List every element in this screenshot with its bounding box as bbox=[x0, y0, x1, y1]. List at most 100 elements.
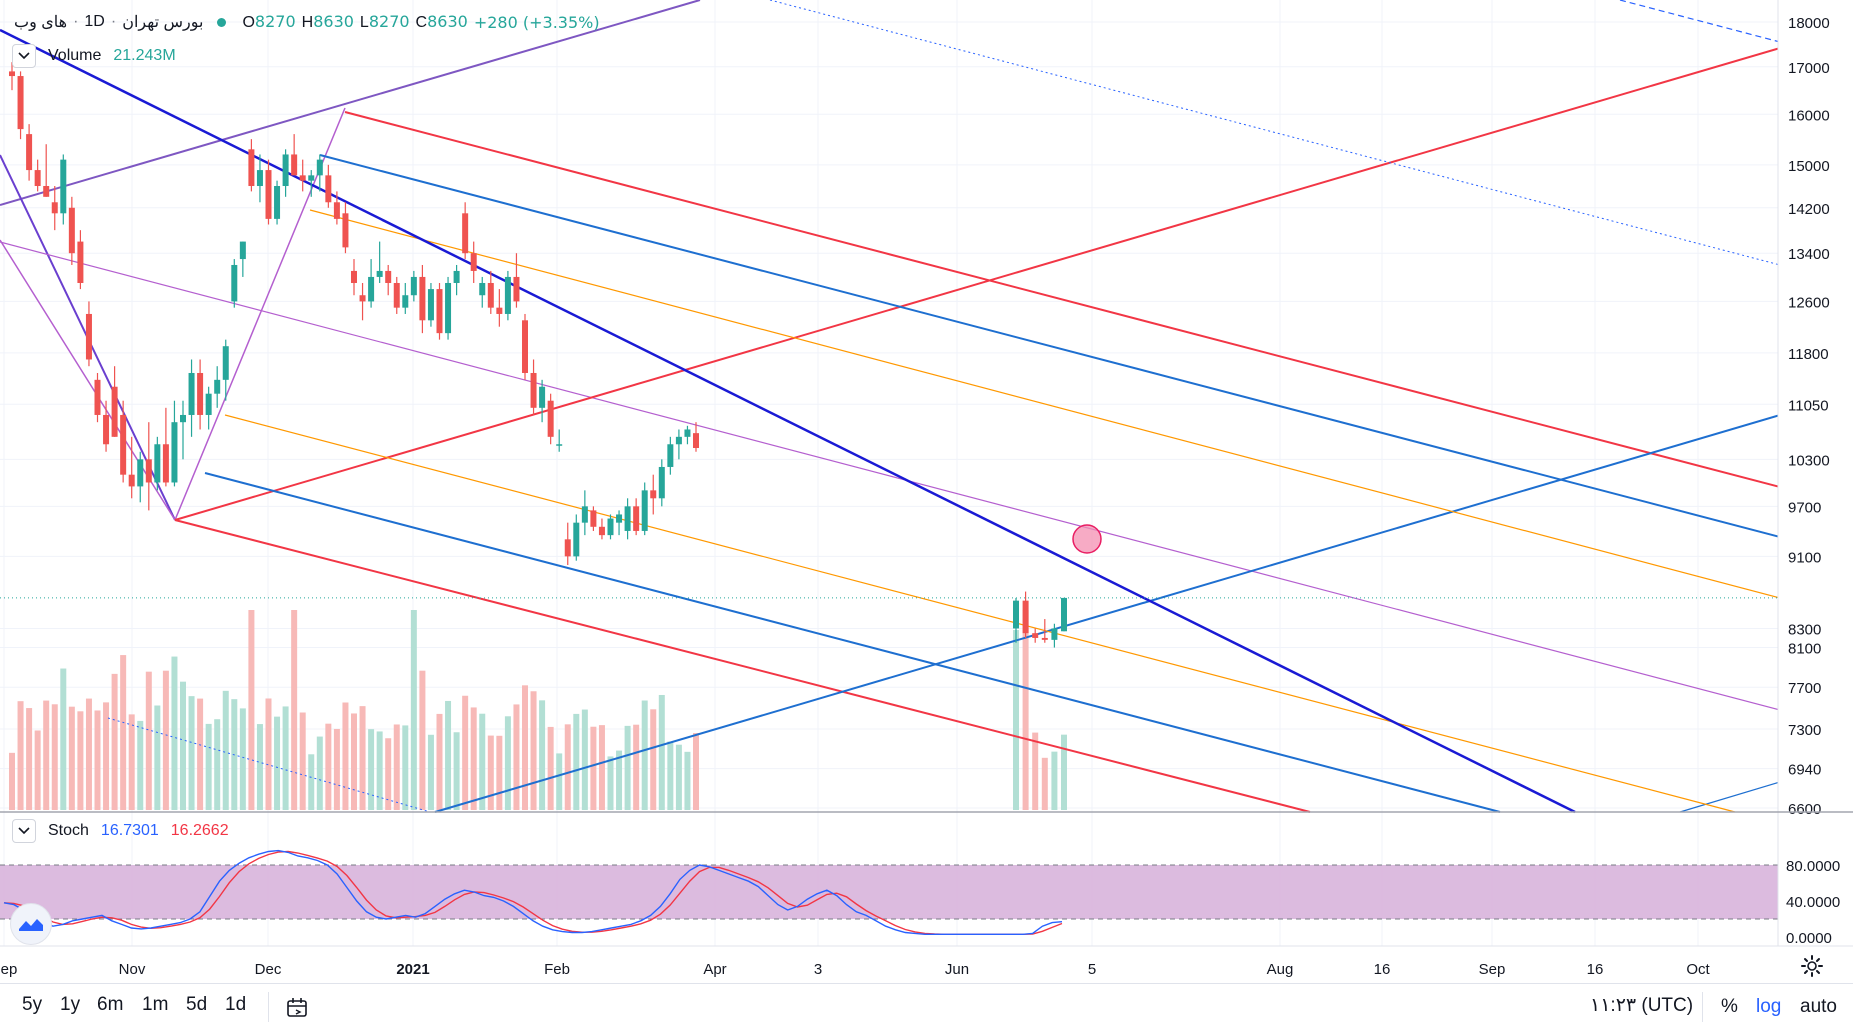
volume-bar bbox=[51, 704, 58, 810]
volume-bar bbox=[60, 668, 67, 810]
chevron-down-icon bbox=[18, 52, 30, 60]
candle-body bbox=[180, 414, 186, 423]
symbol-name[interactable]: های وب bbox=[14, 14, 68, 31]
stoch-label[interactable]: Stoch bbox=[48, 822, 89, 839]
chevron-down-icon bbox=[18, 827, 30, 835]
candle-body bbox=[17, 76, 24, 130]
range-6m-button[interactable]: 6m bbox=[97, 994, 124, 1015]
clock-label[interactable]: ۱۱:۲۳ (UTC) bbox=[1590, 995, 1694, 1016]
volume-bar bbox=[530, 691, 537, 810]
candle-body bbox=[239, 241, 246, 260]
price-tick-label: 8100 bbox=[1788, 641, 1821, 658]
chart-canvas[interactable]: 8630 18000 17000 16000 15000 14200 13400 12600… bbox=[0, 0, 1853, 983]
drawing-tools[interactable] bbox=[0, 0, 1781, 814]
range-1y-button[interactable]: 1y bbox=[60, 994, 81, 1015]
auto-scale-button[interactable]: auto bbox=[1800, 996, 1837, 1017]
candle-body bbox=[624, 506, 631, 531]
price-tick-label: 12600 bbox=[1788, 294, 1830, 311]
stoch-k-line bbox=[3, 849, 1063, 935]
time-tick-label: Dec bbox=[255, 961, 282, 978]
axes: 18000 17000 16000 15000 14200 13400 12600 11800… bbox=[0, 0, 1853, 978]
pitchfork-blue-median[interactable] bbox=[434, 414, 1781, 813]
candle-body bbox=[162, 444, 169, 483]
volume-bar bbox=[470, 707, 477, 810]
price-tick-label: 7700 bbox=[1788, 680, 1821, 697]
range-5d-button[interactable]: 5d bbox=[186, 994, 208, 1015]
price-tick-label: 8300 bbox=[1788, 621, 1821, 638]
candle-body bbox=[274, 186, 281, 219]
logo-icon bbox=[19, 919, 43, 931]
volume-bar bbox=[598, 725, 605, 810]
candle-body bbox=[522, 320, 528, 373]
volume-bar bbox=[205, 723, 212, 810]
volume-label[interactable]: Volume bbox=[48, 47, 102, 64]
trendline-dashed-top[interactable] bbox=[1619, 0, 1781, 43]
pitchfork-blue-lower[interactable] bbox=[204, 472, 1501, 813]
pitchfork-blue-upper[interactable] bbox=[319, 154, 1781, 538]
trendline-blue-short[interactable] bbox=[1679, 781, 1781, 813]
stoch-tick-label: 80.0000 bbox=[1786, 858, 1840, 875]
time-tick-label: 3 bbox=[814, 961, 822, 978]
stoch-band bbox=[0, 865, 1778, 919]
range-1d-button[interactable]: 1d bbox=[225, 994, 247, 1015]
volume-bar bbox=[282, 706, 289, 810]
volume-collapse-button[interactable] bbox=[12, 44, 36, 68]
pitchfork-orange-upper[interactable] bbox=[309, 209, 1781, 599]
date-range-icon[interactable] bbox=[286, 997, 310, 1019]
volume-bar bbox=[581, 709, 588, 810]
volume-bar bbox=[436, 713, 443, 810]
trendline-dotted-upper[interactable] bbox=[769, 0, 1781, 266]
volume-bar bbox=[479, 713, 486, 810]
percent-scale-button[interactable]: % bbox=[1721, 996, 1738, 1017]
pitchfork-red-upper[interactable] bbox=[344, 111, 1781, 488]
pitchfork-red-lower[interactable] bbox=[174, 519, 1311, 813]
pitchfork-median-purple[interactable] bbox=[0, 241, 1781, 711]
pitchfork-handle[interactable] bbox=[174, 107, 346, 521]
volume-bar bbox=[180, 681, 186, 810]
candle-body bbox=[650, 490, 657, 499]
candle-body bbox=[77, 241, 84, 283]
price-tick-label: 6600 bbox=[1788, 801, 1821, 818]
candle-body bbox=[205, 393, 212, 415]
candle-body bbox=[359, 295, 366, 302]
volume-bar bbox=[539, 700, 546, 810]
candle-body bbox=[9, 71, 15, 77]
interval-label[interactable]: 1D bbox=[84, 13, 105, 30]
trendline-dotted-lower[interactable] bbox=[107, 717, 431, 813]
time-tick-label: Aug bbox=[1267, 961, 1294, 978]
volume-bar bbox=[624, 725, 631, 810]
stoch-collapse-button[interactable] bbox=[12, 819, 36, 843]
pitchfork-red-median[interactable] bbox=[174, 47, 1781, 521]
gear-icon[interactable] bbox=[1800, 954, 1824, 978]
time-tick-label: Sep bbox=[0, 961, 17, 978]
candle-body bbox=[94, 379, 101, 415]
volume-bar bbox=[564, 724, 571, 810]
volume-bar bbox=[239, 708, 246, 810]
trendline-purple-upper[interactable] bbox=[0, 0, 701, 206]
symbol-legend: های وب · 1D · بورس تهران O8270 H8630 L82… bbox=[14, 12, 600, 32]
trendline-navy[interactable] bbox=[0, 28, 1576, 814]
intersection-marker[interactable] bbox=[1072, 524, 1102, 554]
volume-bar bbox=[496, 735, 503, 810]
volume-value: 21.243M bbox=[113, 47, 176, 64]
volume-bar bbox=[393, 724, 400, 810]
volume-bar bbox=[325, 723, 332, 810]
candle-body bbox=[1041, 637, 1048, 640]
range-1m-button[interactable]: 1m bbox=[142, 994, 169, 1015]
candle-body bbox=[1013, 600, 1019, 629]
time-tick-label: 16 bbox=[1587, 961, 1604, 978]
stoch-pane bbox=[0, 849, 1778, 935]
volume-bar bbox=[308, 754, 315, 810]
log-scale-button[interactable]: log bbox=[1756, 996, 1782, 1017]
range-5y-button[interactable]: 5y bbox=[22, 994, 43, 1015]
candle-body bbox=[256, 170, 263, 187]
candle-body bbox=[333, 202, 340, 219]
tradingview-logo-button[interactable] bbox=[10, 903, 52, 945]
time-tick-label: 5 bbox=[1088, 961, 1096, 978]
volume-bar bbox=[616, 750, 623, 810]
pitchfork-orange-lower[interactable] bbox=[224, 414, 1736, 813]
volume-bar bbox=[351, 713, 357, 810]
candle-body bbox=[658, 466, 665, 499]
volume-bar bbox=[445, 700, 452, 810]
candles bbox=[9, 62, 1067, 648]
